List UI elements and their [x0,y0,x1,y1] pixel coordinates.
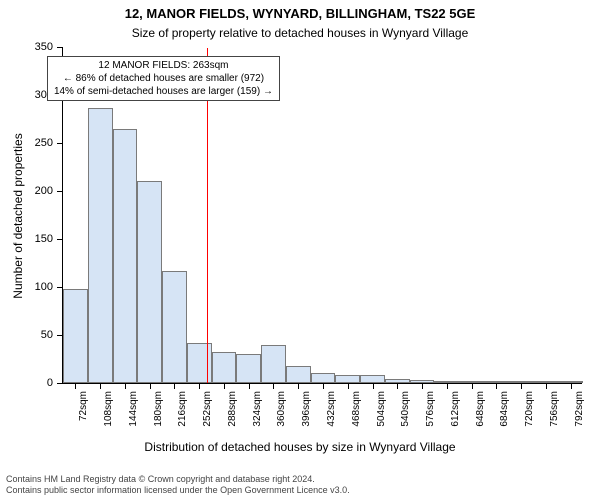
x-tick-mark [323,383,324,389]
x-tick-mark [447,383,448,389]
annotation-line: 14% of semi-detached houses are larger (… [54,85,273,98]
x-tick-label: 360sqm [276,391,287,427]
y-tick-label: 200 [35,185,63,197]
x-tick-label: 216sqm [177,391,188,427]
x-tick-mark [496,383,497,389]
y-axis-label: Number of detached properties [11,133,25,298]
x-tick-label: 756sqm [549,391,560,427]
x-tick-mark [75,383,76,389]
y-tick-label: 250 [35,137,63,149]
histogram-bar [261,345,286,383]
x-tick-label: 324sqm [252,391,263,427]
histogram-bar [162,271,187,383]
x-tick-label: 684sqm [499,391,510,427]
y-tick-label: 150 [35,233,63,245]
x-tick-label: 108sqm [103,391,114,427]
footer-line-2: Contains public sector information licen… [6,485,350,496]
footer-line-1: Contains HM Land Registry data © Crown c… [6,474,350,485]
histogram-bar [335,375,360,383]
chart-title-main: 12, MANOR FIELDS, WYNYARD, BILLINGHAM, T… [0,6,600,21]
x-tick-label: 468sqm [351,391,362,427]
x-tick-label: 504sqm [376,391,387,427]
x-tick-label: 432sqm [326,391,337,427]
x-tick-label: 288sqm [227,391,238,427]
histogram-bar [286,366,311,383]
histogram-bar [137,181,162,383]
x-tick-mark [472,383,473,389]
x-tick-label: 612sqm [450,391,461,427]
histogram-bar [311,373,336,383]
x-tick-label: 144sqm [128,391,139,427]
x-tick-mark [249,383,250,389]
y-tick-label: 50 [41,329,63,341]
chart-title-sub: Size of property relative to detached ho… [0,26,600,40]
x-tick-mark [521,383,522,389]
x-tick-mark [571,383,572,389]
x-tick-mark [546,383,547,389]
x-tick-mark [273,383,274,389]
histogram-bar [113,129,138,383]
x-tick-mark [373,383,374,389]
x-tick-mark [125,383,126,389]
x-tick-label: 72sqm [78,391,89,421]
x-axis-label: Distribution of detached houses by size … [0,440,600,454]
x-tick-label: 648sqm [475,391,486,427]
x-tick-label: 720sqm [524,391,535,427]
histogram-bar [63,289,88,383]
histogram-bar [187,343,212,383]
x-tick-label: 180sqm [153,391,164,427]
x-tick-mark [224,383,225,389]
x-tick-label: 396sqm [301,391,312,427]
x-tick-mark [348,383,349,389]
plot-area: 05010015020025030035072sqm108sqm144sqm18… [62,48,582,384]
x-tick-mark [298,383,299,389]
property-size-chart: 12, MANOR FIELDS, WYNYARD, BILLINGHAM, T… [0,0,600,500]
x-tick-mark [174,383,175,389]
y-tick-label: 100 [35,281,63,293]
histogram-bar [236,354,261,383]
footer-attribution: Contains HM Land Registry data © Crown c… [6,474,350,497]
annotation-line: 12 MANOR FIELDS: 263sqm [54,59,273,72]
annotation-line: ← 86% of detached houses are smaller (97… [54,72,273,85]
x-tick-mark [150,383,151,389]
x-tick-label: 792sqm [574,391,585,427]
x-tick-mark [397,383,398,389]
histogram-bar [360,375,385,383]
histogram-bar [88,108,113,383]
x-tick-label: 540sqm [400,391,411,427]
x-tick-mark [100,383,101,389]
y-tick-label: 350 [35,41,63,53]
histogram-bar [212,352,237,383]
x-tick-mark [422,383,423,389]
x-tick-label: 576sqm [425,391,436,427]
annotation-box: 12 MANOR FIELDS: 263sqm← 86% of detached… [47,56,280,101]
x-tick-label: 252sqm [202,391,213,427]
y-tick-label: 0 [47,377,63,389]
x-tick-mark [199,383,200,389]
